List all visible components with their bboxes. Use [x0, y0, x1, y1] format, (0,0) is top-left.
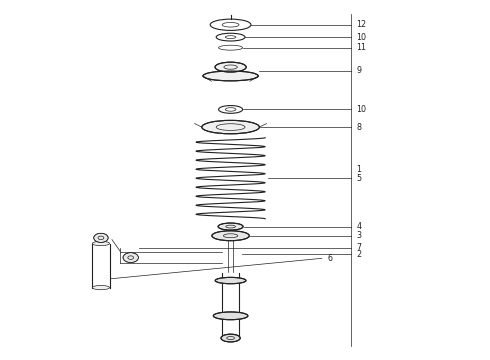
Text: 6: 6 [328, 254, 333, 263]
Text: 11: 11 [356, 43, 367, 52]
Ellipse shape [221, 334, 240, 342]
Text: 1: 1 [356, 165, 362, 174]
Ellipse shape [215, 277, 246, 284]
Ellipse shape [203, 71, 258, 81]
Ellipse shape [212, 231, 249, 241]
Text: 8: 8 [356, 123, 362, 132]
Ellipse shape [94, 233, 108, 242]
Ellipse shape [92, 242, 110, 246]
Ellipse shape [123, 253, 138, 262]
Text: 10: 10 [356, 33, 367, 42]
Text: 10: 10 [356, 105, 367, 114]
Text: 5: 5 [356, 174, 362, 183]
Ellipse shape [202, 120, 259, 134]
Text: 4: 4 [356, 222, 362, 231]
Text: 2: 2 [356, 249, 362, 258]
Ellipse shape [213, 312, 248, 320]
Text: 12: 12 [356, 20, 367, 29]
Text: 3: 3 [356, 231, 362, 240]
Ellipse shape [218, 223, 243, 230]
Ellipse shape [215, 62, 246, 72]
Ellipse shape [92, 285, 110, 290]
Text: 9: 9 [356, 66, 362, 75]
Text: 7: 7 [356, 243, 362, 252]
